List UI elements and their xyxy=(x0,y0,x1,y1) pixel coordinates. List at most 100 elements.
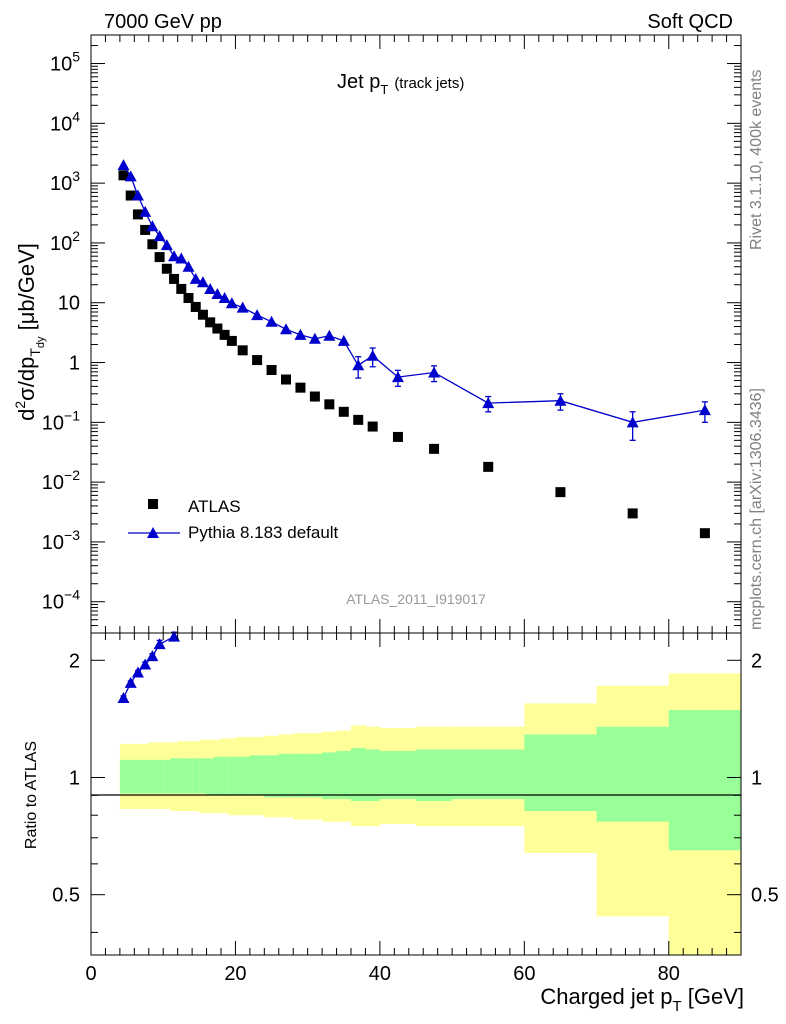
y-tick-label: 1 xyxy=(69,353,80,375)
ratio-pythia-point xyxy=(153,638,166,650)
uncertainty-band-green xyxy=(177,758,186,794)
ratio-pythia-point xyxy=(146,650,159,662)
uncertainty-band-green xyxy=(170,758,179,794)
ratio-pythia-point xyxy=(131,666,144,678)
main-frame xyxy=(90,34,742,634)
pythia-point xyxy=(251,309,264,321)
pythia-point xyxy=(391,371,404,383)
uncertainty-band-green xyxy=(184,758,193,794)
pythia-point xyxy=(189,272,202,284)
pythia-point xyxy=(153,230,166,242)
ratio-y-tick-label: 0.5 xyxy=(52,885,80,907)
uncertainty-band-green xyxy=(119,759,128,794)
x-tick-label: 60 xyxy=(513,963,535,985)
y-tick-label: 10−1 xyxy=(42,407,80,434)
rivet-version-label: Rivet 3.1.10, 400k events xyxy=(748,69,765,250)
uncertainty-band-green xyxy=(351,748,366,802)
uncertainty-band-green xyxy=(235,756,251,796)
y-tick-label: 10−2 xyxy=(42,467,80,494)
energy-label: 7000 GeV pp xyxy=(104,11,222,33)
pythia-point xyxy=(182,260,195,272)
pythia-point xyxy=(294,328,307,340)
pythia-point xyxy=(236,301,249,313)
pythia-point xyxy=(146,220,159,232)
uncertainty-band-green xyxy=(228,756,236,796)
y-tick-label: 102 xyxy=(50,228,80,255)
atlas-point xyxy=(118,170,129,181)
ratio-series xyxy=(117,630,181,704)
pythia-point xyxy=(168,250,181,262)
pythia-point xyxy=(482,397,495,409)
atlas-point xyxy=(226,335,237,346)
x-tick-label: 80 xyxy=(658,963,680,985)
ratio-bands xyxy=(119,673,742,955)
ratio-frame xyxy=(90,632,742,956)
atlas-point xyxy=(324,399,335,410)
x-tick-label: 20 xyxy=(224,963,246,985)
atlas-point xyxy=(125,190,136,201)
uncertainty-band-green xyxy=(199,758,208,794)
uncertainty-band-green xyxy=(141,759,150,794)
atlas-point xyxy=(219,329,230,340)
y-tick-label: 10−4 xyxy=(42,587,80,614)
uncertainty-band-green xyxy=(278,753,294,798)
uncertainty-band-green xyxy=(148,759,157,794)
main-series xyxy=(117,159,711,539)
atlas-point xyxy=(190,301,201,312)
ratio-y-axis-label: Ratio to ATLAS xyxy=(23,741,40,849)
legend-marker-pythia xyxy=(147,527,159,538)
atlas-point xyxy=(161,263,172,274)
atlas-point xyxy=(309,391,320,402)
pythia-point xyxy=(175,252,188,264)
pythia-point xyxy=(428,366,441,378)
uncertainty-band-green xyxy=(322,752,338,800)
ratio-y-tick-label: 2 xyxy=(69,650,80,672)
x-tick-label: 0 xyxy=(85,963,96,985)
atlas-point xyxy=(266,365,277,376)
pythia-point xyxy=(280,323,292,335)
atlas-point xyxy=(367,421,378,432)
atlas-point xyxy=(699,528,710,539)
pythia-point xyxy=(117,159,130,171)
ratio-pythia-point xyxy=(139,658,152,670)
atlas-point xyxy=(176,283,187,294)
analysis-tag: ATLAS_2011_I919017 xyxy=(346,591,486,607)
uncertainty-band-green xyxy=(264,755,280,798)
uncertainty-band-green xyxy=(163,759,171,794)
pythia-point xyxy=(698,404,711,416)
pythia-point xyxy=(308,332,321,344)
y-tick-label: 103 xyxy=(50,168,80,195)
pythia-point xyxy=(626,416,639,428)
pythia-point xyxy=(139,205,152,217)
y-tick-label: 105 xyxy=(50,49,80,76)
pythia-point xyxy=(554,394,567,406)
atlas-point xyxy=(169,273,180,284)
atlas-point xyxy=(555,487,566,498)
uncertainty-band-green xyxy=(221,756,229,796)
legend-label-atlas: ATLAS xyxy=(188,497,241,516)
atlas-point xyxy=(154,252,165,263)
atlas-point xyxy=(429,443,440,454)
uncertainty-band-green xyxy=(596,726,670,822)
uncertainty-band-green xyxy=(379,750,417,800)
pythia-point xyxy=(196,276,209,288)
ratio-pythia-point xyxy=(168,630,181,642)
atlas-point xyxy=(205,317,216,328)
pythia-point xyxy=(204,282,217,294)
ratio-y-tick-label: 1 xyxy=(69,767,80,789)
pythia-point xyxy=(225,297,238,309)
y-tick-label: 10 xyxy=(58,293,80,315)
uncertainty-band-green xyxy=(293,753,309,798)
atlas-point xyxy=(252,355,263,366)
uncertainty-band-green xyxy=(452,749,525,800)
ratio-y-tick-label-right: 1 xyxy=(751,767,762,789)
uncertainty-band-green xyxy=(134,759,143,794)
uncertainty-band-green xyxy=(307,753,323,798)
atlas-point xyxy=(483,461,494,472)
atlas-point xyxy=(338,406,349,417)
main-y-axis-label: d2σ/dpTdy [μb/GeV] xyxy=(12,243,47,421)
uncertainty-band-green xyxy=(213,756,222,796)
